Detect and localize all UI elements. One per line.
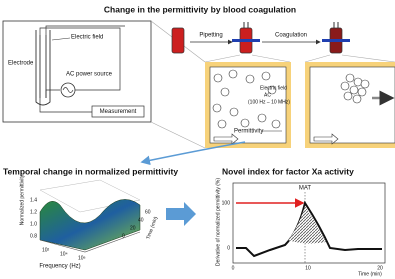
curve-hatch <box>288 206 326 244</box>
panel-before: Electric field AC (100 Hz – 10 MHz) Perm… <box>204 54 291 148</box>
z-tick: 1.4 <box>30 197 37 203</box>
x-tick: 0 <box>232 265 235 271</box>
wires <box>39 89 92 113</box>
zoom-lines <box>304 54 395 63</box>
label-measurement: Measurement <box>100 109 137 115</box>
measurement-box <box>91 105 145 118</box>
axis <box>39 231 141 253</box>
y-tick: 100 <box>222 200 231 206</box>
circuit: Electric field Electrode AC power source… <box>2 20 152 123</box>
label-electric-field: Electric field <box>260 85 287 91</box>
tube <box>171 27 185 54</box>
x-label: Frequency (Hz) <box>39 264 80 270</box>
label-pipetting: Pipetting <box>199 33 222 39</box>
right-plot: Novel index for factor Xa activity MAT 1… <box>215 166 386 277</box>
x-tick: 10⁴ <box>60 251 68 257</box>
sine <box>62 87 74 93</box>
z-tick: 1.2 <box>30 209 37 215</box>
field-arrow <box>213 133 239 145</box>
tubes: Pipetting Coagulation <box>171 22 350 54</box>
y-tick: 20 <box>130 225 136 231</box>
title: Change in the permittivity by blood coag… <box>104 4 296 14</box>
x-tick: 20 <box>377 265 383 271</box>
y-tick: 60 <box>145 209 151 215</box>
y-tick: 0 <box>227 245 230 251</box>
cells <box>212 69 281 129</box>
left-plot-title: Temporal change in normalized permittivi… <box>3 166 178 176</box>
curve <box>236 200 382 258</box>
left-plot: Temporal change in normalized permittivi… <box>3 166 178 269</box>
label-coagulation: Coagulation <box>275 33 307 39</box>
wires <box>39 25 125 82</box>
field-arrow <box>313 133 339 145</box>
z-tick: 0.8 <box>30 233 37 239</box>
electrode-bar <box>232 39 260 42</box>
leader <box>51 37 71 41</box>
y-label: Time (min) <box>145 216 159 241</box>
y-tick: 40 <box>138 217 144 223</box>
cells <box>340 73 370 104</box>
wires <box>75 82 121 91</box>
electrode-tube <box>35 30 51 106</box>
annotation: MAT <box>299 186 312 192</box>
y-tick: 0 <box>122 233 125 239</box>
zoom-lines <box>204 54 291 63</box>
label-electric-field: Electric field <box>71 35 103 41</box>
big-arrow <box>166 202 196 226</box>
surface <box>39 199 141 251</box>
flow-arrow <box>140 141 246 166</box>
circuit-frame <box>2 20 152 123</box>
electrode-bar <box>322 39 350 42</box>
z-label: Normalized permittivity <box>19 174 25 225</box>
z-tick: 1.0 <box>30 221 37 227</box>
clips <box>243 22 339 28</box>
label-ac-source: AC power source <box>66 72 113 78</box>
plot-box <box>39 179 141 213</box>
label-permittivity: Permittivity <box>234 129 263 135</box>
x-tick: 10² <box>42 247 50 253</box>
x-tick: 10⁶ <box>78 255 86 261</box>
label-frequency: (100 Hz – 10 MHz) <box>248 99 290 105</box>
label-electrode: Electrode <box>8 61 34 67</box>
y-label: Derivative of normalized permittivity (%… <box>215 178 221 266</box>
label-ac: AC <box>264 92 271 98</box>
x-tick: 10 <box>305 265 311 271</box>
right-plot-title: Novel index for factor Xa activity <box>222 166 354 176</box>
x-label: Time (min) <box>358 271 382 277</box>
panel-after <box>304 54 395 148</box>
